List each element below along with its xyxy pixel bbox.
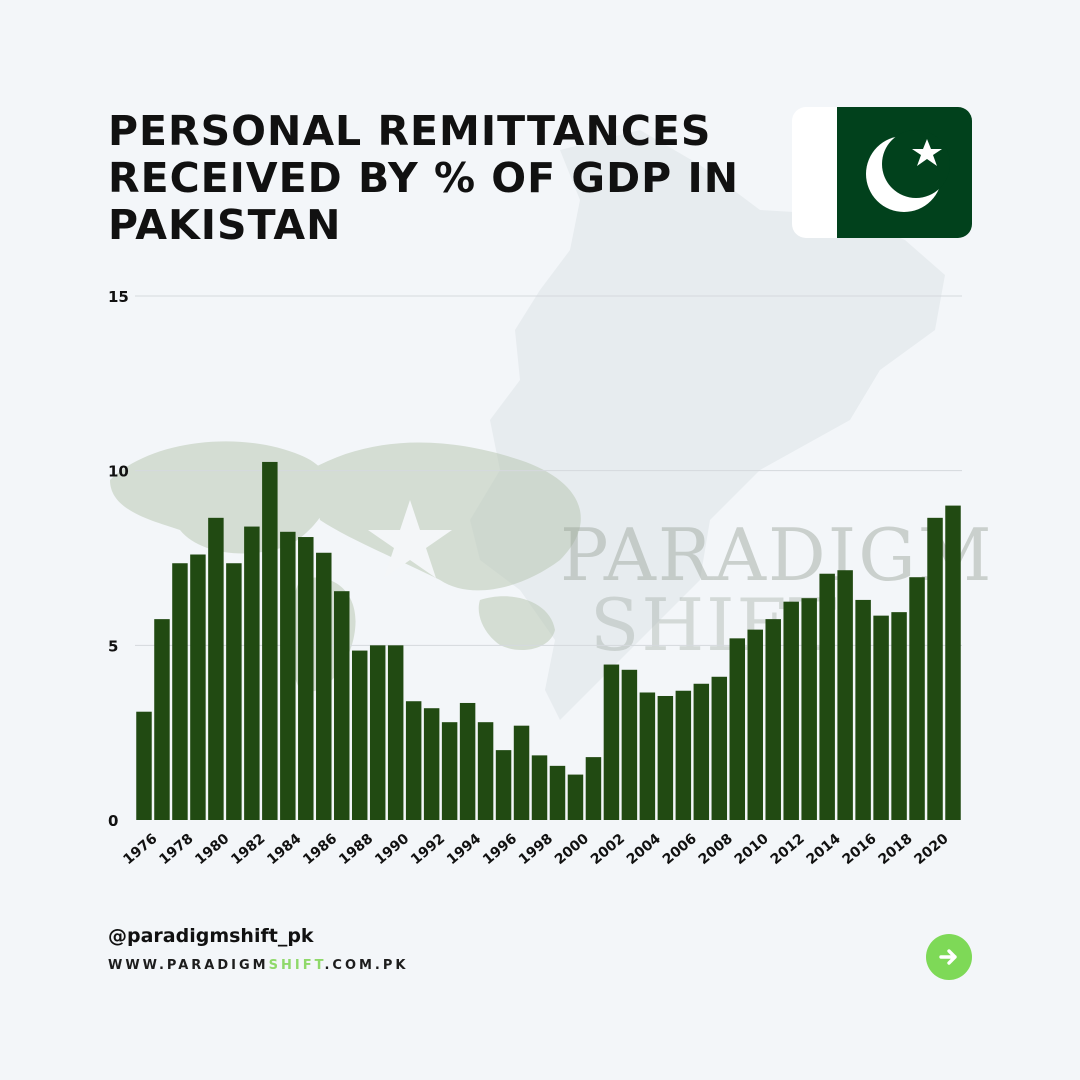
bar-1977 [154,619,170,820]
bar-2004 [639,692,656,820]
bar-1997 [513,725,530,820]
x-tick-label: 1998 [516,831,556,868]
bar-2018 [891,612,907,820]
bar-2011 [765,619,781,820]
bar-1986 [316,552,332,820]
x-tick-label: 2010 [732,831,772,868]
bar-1983 [262,461,278,820]
bar-1976 [136,711,152,820]
bar-1995 [477,722,494,820]
title-line-2: RECEIVED BY % OF GDP IN [108,154,740,202]
x-tick-label: 1980 [192,831,232,868]
x-tick-label: 2008 [696,831,736,868]
pakistan-flag-icon [792,107,972,238]
bar-2000 [567,774,584,820]
bar-1985 [298,537,314,820]
x-tick-label: 2000 [552,831,592,868]
bar-2015 [837,570,853,820]
x-tick-label: 1982 [228,831,268,868]
bar-1982 [244,526,260,820]
x-tick-label: 2004 [624,831,664,868]
bar-1993 [441,722,458,820]
bar-2019 [909,577,925,820]
bar-2006 [675,690,692,820]
next-button[interactable] [926,934,972,980]
bar-2010 [747,629,763,820]
bar-1984 [280,531,296,820]
x-tick-label: 1976 [120,831,160,868]
x-tick-label: 1986 [300,831,340,868]
website-url: WWW.PARADIGMSHIFT.COM.PK [108,958,408,973]
bar-2008 [711,676,728,820]
site-prefix: WWW. [108,958,167,973]
bar-2009 [729,638,746,820]
bar-1998 [531,755,548,820]
bar-2016 [855,599,871,820]
x-tick-label: 1996 [480,831,520,868]
title-line-1: PERSONAL REMITTANCES [108,107,712,155]
bar-1990 [387,645,404,820]
bar-1996 [495,750,512,820]
bar-1999 [549,765,566,820]
bar-1978 [172,563,188,820]
bar-2002 [603,664,620,820]
watermark-star-icon [368,500,452,578]
x-tick-label: 1992 [408,831,448,868]
title-line-3: PAKISTAN [108,201,342,249]
map-silhouette [470,130,945,720]
x-tick-label: 2018 [876,831,916,868]
bar-2007 [693,683,710,820]
bar-2020 [927,517,943,820]
world-map-shapes [110,441,581,692]
x-tick-label: 1984 [264,831,304,868]
x-tick-label: 2014 [804,831,844,868]
bar-2014 [819,573,835,820]
bar-2003 [621,669,638,820]
bar-1987 [334,591,350,820]
x-tick-label: 1988 [336,831,376,868]
site-suffix: .COM.PK [324,958,409,973]
bar-2013 [801,598,817,820]
y-tick-label: 10 [108,463,129,481]
bar-2001 [585,757,602,820]
page-title: PERSONAL REMITTANCES RECEIVED BY % OF GD… [108,108,768,249]
bar-1980 [208,517,224,820]
x-tick-label: 2012 [768,831,808,868]
y-tick-label: 15 [108,288,129,306]
x-tick-label: 1978 [156,831,196,868]
bar-1989 [369,645,386,820]
bar-2017 [873,615,889,820]
x-tick-label: 2016 [840,831,880,868]
x-tick-label: 2002 [588,831,628,868]
bar-1991 [405,701,422,820]
bar-1979 [190,554,206,820]
bar-2012 [783,601,799,820]
y-tick-label: 5 [108,637,118,655]
arrow-right-icon [939,949,957,965]
bar-2005 [657,695,674,820]
x-tick-label: 2006 [660,831,700,868]
x-tick-label: 2020 [911,831,951,868]
bar-1994 [459,702,476,820]
bar-2021 [945,505,961,820]
x-tick-label: 1994 [444,831,484,868]
bar-1981 [226,563,242,820]
site-brand-2: SHIFT [268,958,325,973]
y-tick-label: 0 [108,812,118,830]
site-brand-1: PARADIGM [166,958,269,973]
x-tick-label: 1990 [372,831,412,868]
bar-1988 [351,650,368,820]
bar-1992 [423,708,440,820]
social-handle: @paradigmshift_pk [108,925,314,947]
